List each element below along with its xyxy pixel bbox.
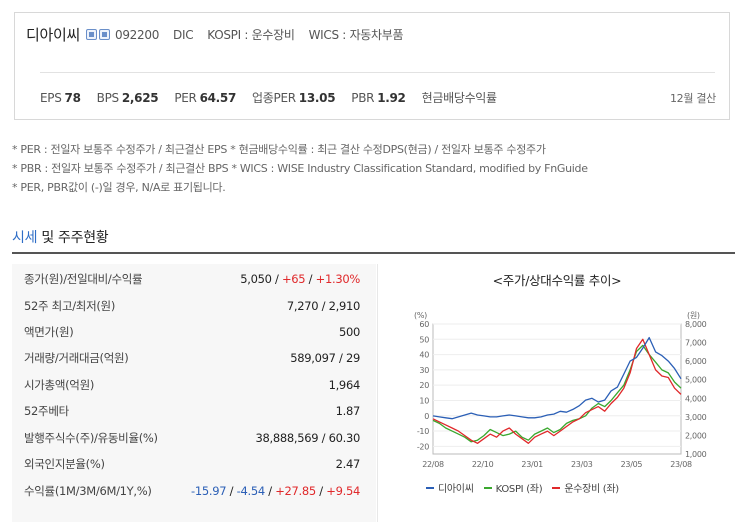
fiscal-month: 12월 결산 — [669, 92, 716, 105]
company-info-icon[interactable] — [86, 29, 98, 40]
y-left-tick: 50 — [419, 335, 429, 344]
company-report-icon[interactable] — [99, 29, 111, 40]
stock-summary-box — [14, 12, 730, 120]
y-right-tick: 6,000 — [685, 357, 707, 366]
series-line-kospi — [432, 344, 682, 443]
y-left-tick: 20 — [419, 381, 429, 390]
series-line-price — [432, 336, 682, 420]
table-row: 시가총액(억원) 1,964 — [24, 378, 360, 392]
x-tick: 23/08 — [670, 460, 692, 469]
table-row: 외국인지분율(%) 2.47 — [24, 457, 360, 471]
chart-title: <주가/상대수익률 추이> — [492, 273, 622, 288]
chart-legend: 디아이씨 KOSPI (좌) 운수장비 (좌) — [426, 480, 619, 495]
y-left-tick: 60 — [419, 320, 429, 329]
y-left-tick: -10 — [417, 427, 429, 436]
y-left-tick: 10 — [419, 396, 429, 405]
x-tick: 22/08 — [422, 460, 444, 469]
left-unit: (%) — [414, 311, 427, 320]
y-left-tick: 0 — [424, 412, 429, 421]
metric-eps: EPS 78 — [40, 90, 81, 105]
notes: * PER : 전일자 보통주 수정주가 / 최근결산 EPS * 현금배당수익… — [12, 140, 588, 197]
series-line-sector — [432, 338, 682, 444]
y-left-tick: 30 — [419, 366, 429, 375]
stock-code-short: DIC — [173, 27, 194, 42]
y-left-tick: -20 — [417, 442, 429, 451]
table-row: 52주베타 1.87 — [24, 404, 360, 418]
y-right-tick: 4,000 — [685, 394, 707, 403]
note-negative: * PER, PBR값이 (-)일 경우, N/A로 표기됩니다. — [12, 181, 226, 194]
y-right-tick: 8,000 — [685, 320, 707, 329]
table-row: 수익률(1M/3M/6M/1Y,%) -15.97 / -4.54 / +27.… — [24, 484, 360, 498]
x-tick: 23/01 — [521, 460, 543, 469]
y-left-tick: 40 — [419, 351, 429, 360]
legend-sector: 운수장비 (좌) — [564, 484, 619, 495]
stock-code: 092200 — [115, 27, 160, 42]
metric-dividend-yield: 현금배당수익률 — [421, 91, 497, 105]
note-pbr: * PBR : 전일자 보통주 수정주가 / 최근결산 BPS * WICS :… — [12, 162, 588, 175]
legend-price: 디아이씨 — [438, 484, 474, 495]
legend-swatch-sector — [552, 486, 561, 489]
plot-frame — [432, 323, 682, 455]
x-tick: 23/03 — [571, 460, 593, 469]
metric-sector-per: 업종PER 13.05 — [252, 91, 336, 105]
price-table: 종가(원)/전일대비/수익률 5,050 / +65 / +1.30% 52주 … — [12, 264, 376, 522]
x-tick: 23/05 — [621, 460, 643, 469]
metric-pbr: PBR 1.92 — [351, 90, 406, 105]
metric-per: PER 64.57 — [174, 90, 237, 105]
y-right-tick: 5,000 — [685, 376, 707, 385]
y-right-tick: 2,000 — [685, 431, 707, 440]
legend-swatch-kospi — [483, 486, 492, 489]
y-right-tick: 3,000 — [685, 413, 707, 422]
table-row: 종가(원)/전일대비/수익률 5,050 / +65 / +1.30% — [24, 272, 360, 286]
table-row: 52주 최고/최저(원) 7,270 / 2,910 — [24, 299, 360, 313]
market-sector: KOSPI : 운수장비 — [207, 28, 295, 42]
metric-bps: BPS 2,625 — [96, 90, 159, 105]
section-title: 시세 및 주주현황 — [12, 230, 109, 246]
table-row: 거래량/거래대금(억원) 589,097 / 29 — [24, 351, 360, 365]
company-name: 디아이씨 — [26, 26, 81, 44]
note-per: * PER : 전일자 보통주 수정주가 / 최근결산 EPS * 현금배당수익… — [12, 143, 546, 156]
section-divider — [12, 252, 735, 254]
x-tick: 22/10 — [472, 460, 494, 469]
table-row: 액면가(원) 500 — [24, 325, 360, 339]
wics-sector: WICS : 자동차부품 — [308, 28, 404, 42]
y-right-tick: 7,000 — [685, 339, 707, 348]
table-row: 발행주식수(주)/유동비율(%) 38,888,569 / 60.30 — [24, 431, 360, 445]
y-right-tick: 1,000 — [685, 450, 707, 459]
price-chart-panel: <주가/상대수익률 추이> (%) (원) 60 50 40 30 20 10 0 -10 -20 8… — [377, 264, 735, 522]
legend-swatch-price — [426, 486, 434, 489]
summary-divider — [40, 72, 715, 73]
right-unit: (원) — [687, 311, 700, 320]
legend-kospi: KOSPI (좌) — [495, 484, 543, 495]
title-row: 디아이씨 092200 DIC KOSPI : 운수장비 WICS : 자동차부… — [26, 24, 404, 45]
metrics-row: EPS 78 BPS 2,625 PER 64.57 업종PER 13.05 PBR 1.… — [40, 89, 516, 106]
price-chart: (%) (원) 60 50 40 30 20 10 0 -10 -20 8,000 7,000 6,000… — [414, 311, 707, 469]
